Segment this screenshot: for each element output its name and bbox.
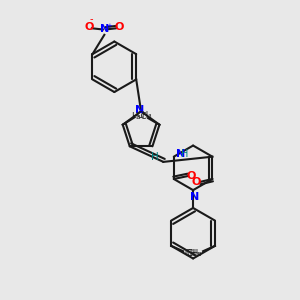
Text: CH₃: CH₃ — [136, 111, 152, 120]
Text: CH₃: CH₃ — [186, 249, 202, 258]
Text: N: N — [176, 149, 185, 159]
Text: O: O — [192, 177, 201, 187]
Text: -: - — [89, 14, 93, 24]
Text: H₃C: H₃C — [131, 112, 147, 121]
Text: H: H — [182, 149, 189, 159]
Text: O: O — [187, 171, 196, 181]
Text: O: O — [115, 22, 124, 32]
Text: N: N — [190, 192, 199, 202]
Text: O: O — [84, 22, 94, 32]
Text: +: + — [106, 23, 112, 29]
Text: H: H — [151, 152, 159, 162]
Text: CH₃: CH₃ — [184, 249, 200, 258]
Text: N: N — [135, 105, 144, 115]
Text: N: N — [100, 25, 109, 34]
